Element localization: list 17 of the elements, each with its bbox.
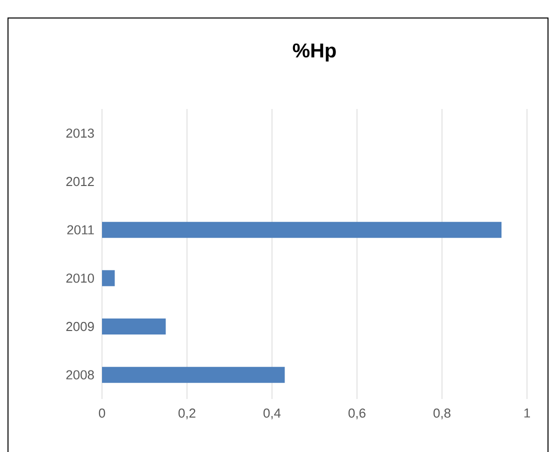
bar: [102, 366, 285, 383]
y-tick-label: 2011: [67, 225, 94, 234]
y-tick-label: 2010: [66, 274, 94, 283]
chart-title: %Hp: [292, 44, 336, 62]
y-tick-label: 2009: [66, 322, 94, 332]
y-tick-label: 2013: [66, 128, 94, 138]
y-tick-label: 2012: [66, 176, 94, 186]
bar: [102, 222, 502, 238]
x-tick-label: 0: [98, 408, 106, 418]
x-tick-label: 1: [524, 408, 530, 418]
bar: [102, 270, 115, 286]
x-tick-label: 0,8: [434, 408, 450, 420]
x-tick-label: 0,4: [264, 408, 281, 420]
y-tick-label: 2008: [66, 370, 94, 380]
bar: [102, 318, 166, 335]
x-tick-label: 0,6: [348, 408, 366, 420]
x-tick-label: 0,2: [178, 408, 196, 420]
